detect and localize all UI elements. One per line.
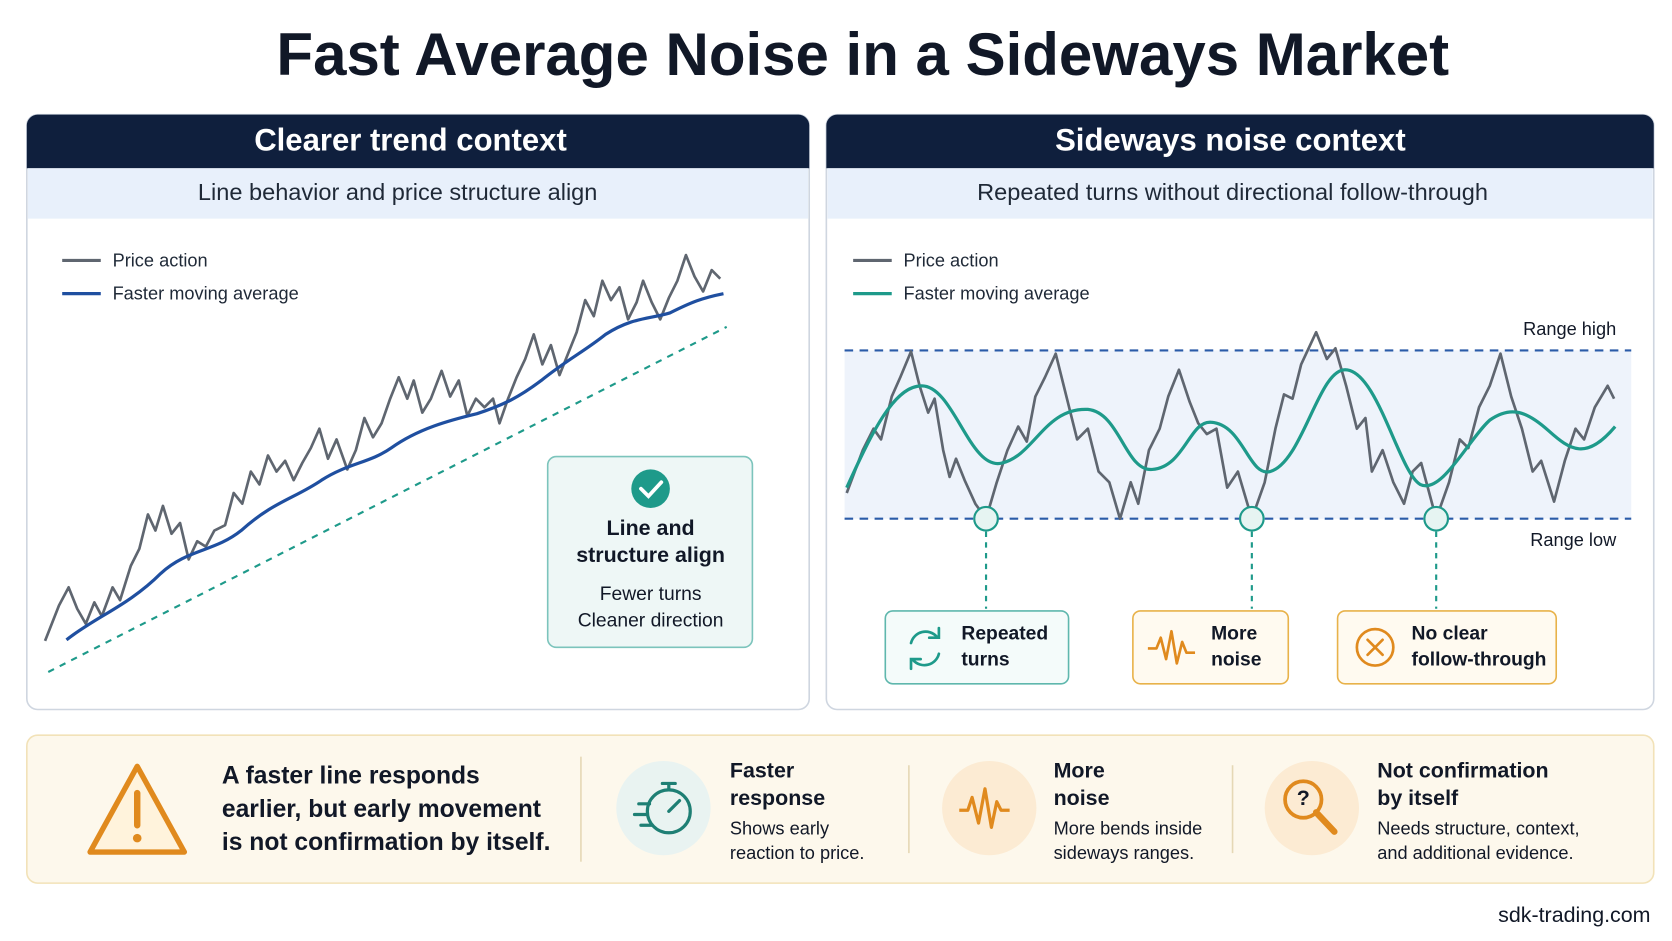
right-panel: Sideways noise context Repeated turns wi… bbox=[825, 113, 1655, 711]
legend-label: Price action bbox=[113, 250, 208, 270]
legend-label: Faster moving average bbox=[904, 284, 1090, 304]
moving-average-line bbox=[65, 292, 724, 642]
warning-dot bbox=[132, 833, 142, 843]
noise-icon bbox=[959, 787, 1010, 830]
check-mark bbox=[639, 480, 664, 499]
noise-icon bbox=[1147, 629, 1196, 665]
legend-label: Faster moving average bbox=[113, 284, 299, 304]
item-title: More bbox=[1054, 758, 1105, 782]
moving-average-line bbox=[845, 368, 1617, 489]
tag-box bbox=[1336, 610, 1558, 685]
panel-subheader bbox=[827, 168, 1653, 219]
turn-markers bbox=[973, 505, 1450, 609]
callout-title: Line and bbox=[607, 516, 695, 540]
tag-label: More bbox=[1211, 624, 1257, 645]
item-title: Faster bbox=[730, 758, 795, 782]
range-high-label: Range high bbox=[1523, 319, 1616, 339]
x-icon bbox=[1355, 627, 1395, 667]
tag-label: noise bbox=[1211, 649, 1262, 670]
item-body: reaction to price. bbox=[730, 843, 865, 863]
callout-title: structure align bbox=[576, 543, 725, 567]
turn-marker bbox=[1423, 505, 1450, 532]
item-body: sideways ranges. bbox=[1054, 843, 1195, 863]
trend-line bbox=[47, 325, 728, 673]
turn-marker bbox=[1238, 505, 1265, 532]
tag-label: turns bbox=[961, 649, 1009, 670]
repeat-icon bbox=[909, 626, 941, 671]
item-body: Needs structure, context, bbox=[1377, 818, 1579, 838]
panel-header bbox=[826, 114, 1654, 169]
panel-header bbox=[26, 114, 810, 169]
callout-body: Fewer turns bbox=[600, 584, 702, 605]
left-panel: Clearer trend context Line behavior and … bbox=[26, 113, 811, 711]
range-low-label: Range low bbox=[1530, 530, 1617, 550]
search-handle bbox=[1312, 809, 1338, 835]
item-body: and additional evidence. bbox=[1377, 843, 1573, 863]
tag-label: Repeated bbox=[961, 624, 1048, 645]
item-title: Not confirmation bbox=[1377, 758, 1548, 782]
tag-label: follow-through bbox=[1412, 649, 1547, 670]
item-icon-bg bbox=[1264, 760, 1360, 856]
item-title: noise bbox=[1054, 786, 1110, 810]
warning-text: A faster line responds bbox=[222, 763, 480, 790]
footer: sdk-trading.com bbox=[1498, 903, 1650, 927]
tag-box bbox=[884, 610, 1070, 685]
tag-box bbox=[1132, 610, 1290, 685]
item-title: by itself bbox=[1377, 786, 1459, 810]
warning-text: earlier, but early movement bbox=[222, 796, 541, 823]
callout-body: Cleaner direction bbox=[578, 611, 724, 632]
callout-box bbox=[546, 455, 754, 649]
stopwatch-icon bbox=[632, 781, 692, 835]
item-title: response bbox=[730, 786, 825, 810]
range-band bbox=[844, 350, 1632, 519]
summary-frame bbox=[26, 734, 1655, 884]
panel-subtitle: Line behavior and price structure align bbox=[198, 179, 598, 205]
panel-title: Sideways noise context bbox=[1055, 123, 1406, 158]
x-mark bbox=[1366, 638, 1384, 657]
question-mark: ? bbox=[1297, 786, 1310, 810]
search-icon bbox=[1283, 779, 1324, 820]
price-line bbox=[845, 330, 1616, 521]
panel-subheader bbox=[27, 168, 809, 219]
tag-label: No clear bbox=[1412, 624, 1489, 645]
page-title: Fast Average Noise in a Sideways Market bbox=[276, 21, 1449, 88]
item-icon-bg bbox=[616, 760, 711, 856]
summary-band: A faster line responds earlier, but earl… bbox=[26, 734, 1655, 884]
item-body: Shows early bbox=[730, 818, 830, 838]
legend-label: Price action bbox=[904, 250, 999, 270]
panel-title: Clearer trend context bbox=[254, 123, 567, 158]
item-body: More bends inside bbox=[1054, 818, 1203, 838]
turn-marker bbox=[973, 505, 999, 532]
panel-subtitle: Repeated turns without directional follo… bbox=[977, 179, 1488, 205]
warning-text: is not confirmation by itself. bbox=[222, 829, 551, 856]
price-line bbox=[43, 253, 722, 642]
check-icon bbox=[631, 469, 670, 509]
